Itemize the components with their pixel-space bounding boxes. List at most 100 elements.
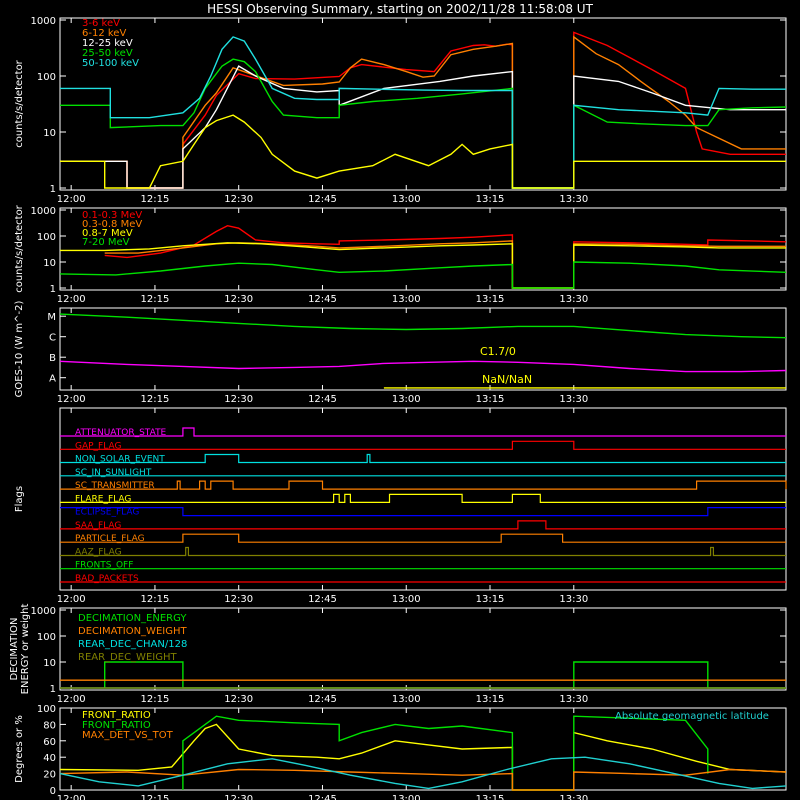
legend-entry: 50-100 keV bbox=[82, 58, 139, 69]
legend-entry: FRONT_RATIO bbox=[82, 710, 151, 721]
y-tick-label: 100 bbox=[37, 632, 56, 643]
series-line-1-2 bbox=[60, 242, 786, 289]
x-tick-label: 13:15 bbox=[476, 194, 505, 205]
x-tick-label: 12:15 bbox=[141, 294, 170, 305]
x-tick-label: 13:30 bbox=[559, 594, 588, 605]
x-tick-label: 13:15 bbox=[476, 794, 505, 800]
series-line-2-0 bbox=[59, 313, 787, 339]
x-tick-label: 12:45 bbox=[308, 694, 337, 705]
x-tick-label: 13:30 bbox=[559, 194, 588, 205]
series-line-1-3 bbox=[59, 261, 787, 289]
y-tick-label: 0 bbox=[50, 786, 56, 797]
y-tick-label: 100 bbox=[37, 232, 56, 243]
legend-entry: 12-25 keV bbox=[82, 38, 133, 49]
x-tick-label: 12:15 bbox=[141, 394, 170, 405]
x-tick-label: 12:30 bbox=[224, 594, 253, 605]
flag-line bbox=[60, 533, 786, 543]
legend-entry: 0.8-7 MeV bbox=[82, 228, 133, 239]
goes-annotation: NaN/NaN bbox=[482, 373, 532, 386]
x-tick-label: 13:30 bbox=[559, 694, 588, 705]
x-tick-label: 12:45 bbox=[308, 194, 337, 205]
legend-entry: 3-6 keV bbox=[82, 18, 120, 29]
flag-line bbox=[60, 453, 786, 464]
flag-label: SC_TRANSMITTER bbox=[75, 481, 155, 491]
y-tick-label: B bbox=[49, 353, 56, 364]
flag-label: GAP_FLAG bbox=[75, 441, 121, 451]
x-tick-label: 13:15 bbox=[476, 294, 505, 305]
latitude-annotation: Absolute geomagnetic latitude bbox=[615, 711, 769, 722]
x-tick-label: 12:00 bbox=[57, 594, 86, 605]
y-tick-label: M bbox=[47, 312, 56, 323]
x-tick-label: 13:30 bbox=[559, 794, 588, 800]
y-tick-label: 80 bbox=[43, 720, 56, 731]
flag-label: FLARE_FLAG bbox=[75, 494, 131, 504]
x-tick-label: 12:00 bbox=[57, 294, 86, 305]
x-tick-label: 12:30 bbox=[224, 394, 253, 405]
y-tick-label: 10 bbox=[43, 658, 56, 669]
x-tick-label: 12:15 bbox=[141, 794, 170, 800]
y-axis-label: Flags bbox=[14, 486, 25, 512]
series-line-0-4 bbox=[60, 36, 786, 189]
legend-entry: MAX_DET_VS_TOT bbox=[82, 730, 174, 741]
x-tick-label: 13:00 bbox=[392, 394, 421, 405]
panel-frame-4 bbox=[59, 607, 787, 691]
y-tick-label: 1000 bbox=[31, 16, 56, 27]
flag-line bbox=[60, 427, 786, 437]
x-tick-label: 12:15 bbox=[141, 194, 170, 205]
y-tick-label: C bbox=[49, 333, 56, 344]
y-axis-label: Degrees or % bbox=[14, 715, 25, 783]
y-axis-label: ENERGY or weight bbox=[20, 604, 31, 695]
x-tick-label: 12:45 bbox=[308, 294, 337, 305]
x-tick-label: 13:00 bbox=[392, 794, 421, 800]
legend-entry: FRONT_RATIO bbox=[82, 720, 151, 731]
x-tick-label: 12:45 bbox=[308, 794, 337, 800]
x-tick-label: 12:45 bbox=[308, 394, 337, 405]
panel-frame-5 bbox=[59, 707, 787, 791]
y-tick-label: 1000 bbox=[31, 606, 56, 617]
x-tick-label: 12:15 bbox=[141, 694, 170, 705]
panel-frame-3 bbox=[59, 407, 787, 591]
y-tick-label: 10 bbox=[43, 128, 56, 139]
flag-label: SAA_FLAG bbox=[75, 521, 121, 531]
x-tick-label: 12:45 bbox=[308, 594, 337, 605]
series-line-0-5 bbox=[60, 114, 786, 189]
flag-label: ATTENUATOR_STATE bbox=[75, 428, 167, 438]
legend-entry: 0.3-0.8 MeV bbox=[82, 219, 142, 230]
panels: 12:00 12:15 12:30 12:45 13:00 13:15 13:30 count… bbox=[9, 16, 787, 800]
y-axis-label: GOES-10 (W m^-2) bbox=[14, 301, 25, 398]
y-axis-label: counts/s/detector bbox=[14, 204, 25, 292]
flag-line bbox=[60, 546, 786, 557]
flag-line bbox=[60, 440, 786, 450]
legend-entry: DECIMATION_ENERGY bbox=[78, 613, 187, 624]
flag-line bbox=[60, 507, 786, 517]
series-line-0-0 bbox=[60, 31, 786, 189]
flag-label: SC_IN_SUNLIGHT bbox=[75, 468, 152, 478]
y-tick-label: 40 bbox=[43, 753, 56, 764]
y-tick-label: 100 bbox=[37, 704, 56, 715]
panel-frame-2 bbox=[59, 307, 787, 391]
flag-label: AAZ_FLAG bbox=[75, 547, 122, 557]
series-line-5-1 bbox=[182, 715, 709, 791]
x-tick-label: 13:00 bbox=[392, 194, 421, 205]
x-tick-label: 13:30 bbox=[559, 394, 588, 405]
x-tick-label: 12:30 bbox=[224, 794, 253, 800]
y-tick-label: 20 bbox=[43, 770, 56, 781]
x-tick-label: 13:15 bbox=[476, 694, 505, 705]
flag-line bbox=[60, 493, 786, 503]
legend-entry: 0.1-0.3 MeV bbox=[82, 210, 142, 221]
y-tick-label: 1 bbox=[50, 684, 56, 695]
series-line-0-3 bbox=[60, 58, 787, 189]
flag-line bbox=[60, 480, 787, 490]
flag-label: FRONTS_OFF bbox=[75, 561, 133, 571]
y-tick-label: 10 bbox=[43, 258, 56, 269]
panel-frame-0 bbox=[59, 17, 787, 191]
x-tick-label: 12:30 bbox=[224, 294, 253, 305]
goes-annotation: C1.7/0 bbox=[480, 345, 516, 358]
y-tick-label: A bbox=[49, 374, 56, 385]
x-tick-label: 12:00 bbox=[57, 194, 86, 205]
legend-entry: 7-20 MeV bbox=[82, 237, 130, 248]
series-line-1-0 bbox=[104, 224, 787, 289]
x-tick-label: 12:00 bbox=[57, 694, 86, 705]
x-tick-label: 13:30 bbox=[559, 294, 588, 305]
